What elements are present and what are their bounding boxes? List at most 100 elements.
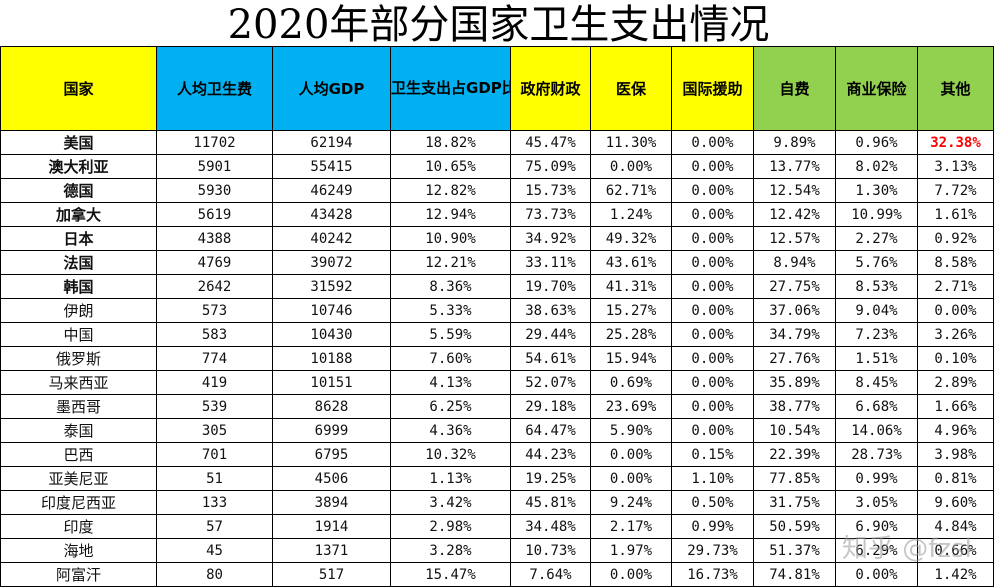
value-cell: 10.54% bbox=[753, 418, 836, 443]
value-cell: 45 bbox=[156, 538, 273, 563]
value-cell: 0.00% bbox=[835, 562, 918, 587]
value-cell: 8.36% bbox=[390, 274, 511, 299]
value-cell: 7.23% bbox=[835, 322, 918, 347]
header-per-capita-gdp: 人均GDP bbox=[272, 46, 391, 131]
value-cell: 41.31% bbox=[590, 274, 672, 299]
value-cell: 45.81% bbox=[510, 490, 591, 515]
value-cell: 4.13% bbox=[390, 370, 511, 395]
value-cell: 10188 bbox=[272, 346, 391, 371]
value-cell: 3.28% bbox=[390, 538, 511, 563]
table-row: 澳大利亚 5901 55415 10.65% 75.09% 0.00% 0.00% 13.77… bbox=[0, 154, 994, 179]
value-cell: 5930 bbox=[156, 178, 273, 203]
value-cell: 3.26% bbox=[917, 322, 994, 347]
value-cell: 64.47% bbox=[510, 418, 591, 443]
value-cell: 573 bbox=[156, 298, 273, 323]
value-cell: 583 bbox=[156, 322, 273, 347]
value-cell: 1.30% bbox=[835, 178, 918, 203]
value-cell: 6.68% bbox=[835, 394, 918, 419]
value-cell: 12.57% bbox=[753, 226, 836, 251]
value-cell: 73.73% bbox=[510, 202, 591, 227]
country-cell: 阿富汗 bbox=[0, 562, 157, 587]
table-row: 韩国 2642 31592 8.36% 19.70% 41.31% 0.00% 27.75% 8… bbox=[0, 274, 994, 299]
value-cell: 0.50% bbox=[671, 490, 754, 515]
value-cell: 1.42% bbox=[917, 562, 994, 587]
table-row: 伊朗 573 10746 5.33% 38.63% 15.27% 0.00% 37.06% 9.… bbox=[0, 298, 994, 323]
value-cell: 75.09% bbox=[510, 154, 591, 179]
value-cell: 0.00% bbox=[590, 154, 672, 179]
country-cell: 墨西哥 bbox=[0, 394, 157, 419]
table-row: 美国 11702 62194 18.82% 45.47% 11.30% 0.00% 9.89%… bbox=[0, 130, 994, 155]
value-cell: 32.38% bbox=[917, 130, 994, 155]
table-row: 泰国 305 6999 4.36% 64.47% 5.90% 0.00% 10.54% 14.0… bbox=[0, 418, 994, 443]
value-cell: 27.75% bbox=[753, 274, 836, 299]
value-cell: 6.29% bbox=[835, 538, 918, 563]
value-cell: 50.59% bbox=[753, 514, 836, 539]
value-cell: 51.37% bbox=[753, 538, 836, 563]
header-government: 政府财政 bbox=[510, 46, 591, 131]
value-cell: 27.76% bbox=[753, 346, 836, 371]
table-row: 中国 583 10430 5.59% 29.44% 25.28% 0.00% 34.79% 7.… bbox=[0, 322, 994, 347]
country-cell: 马来西亚 bbox=[0, 370, 157, 395]
value-cell: 3894 bbox=[272, 490, 391, 515]
value-cell: 10.32% bbox=[390, 442, 511, 467]
value-cell: 1.13% bbox=[390, 466, 511, 491]
header-per-capita-health: 人均卫生费 bbox=[156, 46, 273, 131]
value-cell: 19.70% bbox=[510, 274, 591, 299]
value-cell: 0.00% bbox=[590, 466, 672, 491]
value-cell: 7.64% bbox=[510, 562, 591, 587]
value-cell: 7.72% bbox=[917, 178, 994, 203]
country-cell: 海地 bbox=[0, 538, 157, 563]
value-cell: 12.42% bbox=[753, 202, 836, 227]
value-cell: 77.85% bbox=[753, 466, 836, 491]
value-cell: 31.75% bbox=[753, 490, 836, 515]
value-cell: 0.00% bbox=[671, 202, 754, 227]
value-cell: 10.73% bbox=[510, 538, 591, 563]
header-country: 国家 bbox=[0, 46, 157, 131]
country-cell: 亚美尼亚 bbox=[0, 466, 157, 491]
value-cell: 5.33% bbox=[390, 298, 511, 323]
value-cell: 34.79% bbox=[753, 322, 836, 347]
value-cell: 15.27% bbox=[590, 298, 672, 323]
value-cell: 43428 bbox=[272, 202, 391, 227]
value-cell: 10151 bbox=[272, 370, 391, 395]
value-cell: 54.61% bbox=[510, 346, 591, 371]
value-cell: 4.96% bbox=[917, 418, 994, 443]
value-cell: 4388 bbox=[156, 226, 273, 251]
value-cell: 0.00% bbox=[917, 298, 994, 323]
value-cell: 0.00% bbox=[671, 370, 754, 395]
table-row: 印度尼西亚 133 3894 3.42% 45.81% 9.24% 0.50% 31.75% 3… bbox=[0, 490, 994, 515]
value-cell: 10746 bbox=[272, 298, 391, 323]
country-cell: 德国 bbox=[0, 178, 157, 203]
country-cell: 美国 bbox=[0, 130, 157, 155]
value-cell: 1.51% bbox=[835, 346, 918, 371]
page-title: 2020年部分国家卫生支出情况 bbox=[227, 2, 770, 46]
value-cell: 39072 bbox=[272, 250, 391, 275]
value-cell: 8.02% bbox=[835, 154, 918, 179]
value-cell: 0.92% bbox=[917, 226, 994, 251]
value-cell: 10.90% bbox=[390, 226, 511, 251]
header-commercial-insurance: 商业保险 bbox=[835, 46, 918, 131]
value-cell: 517 bbox=[272, 562, 391, 587]
header-health-gdp-ratio: 卫生支出占GDP比 bbox=[390, 46, 511, 131]
country-cell: 伊朗 bbox=[0, 298, 157, 323]
value-cell: 2.89% bbox=[917, 370, 994, 395]
header-insurance: 医保 bbox=[590, 46, 672, 131]
value-cell: 6795 bbox=[272, 442, 391, 467]
table-row: 墨西哥 539 8628 6.25% 29.18% 23.69% 0.00% 38.77% 6.… bbox=[0, 394, 994, 419]
value-cell: 5.59% bbox=[390, 322, 511, 347]
value-cell: 5.90% bbox=[590, 418, 672, 443]
value-cell: 0.00% bbox=[671, 178, 754, 203]
value-cell: 0.69% bbox=[590, 370, 672, 395]
value-cell: 774 bbox=[156, 346, 273, 371]
value-cell: 8.58% bbox=[917, 250, 994, 275]
value-cell: 74.81% bbox=[753, 562, 836, 587]
value-cell: 28.73% bbox=[835, 442, 918, 467]
value-cell: 29.44% bbox=[510, 322, 591, 347]
country-cell: 澳大利亚 bbox=[0, 154, 157, 179]
value-cell: 0.00% bbox=[671, 322, 754, 347]
value-cell: 2.17% bbox=[590, 514, 672, 539]
value-cell: 51 bbox=[156, 466, 273, 491]
value-cell: 0.99% bbox=[835, 466, 918, 491]
country-cell: 加拿大 bbox=[0, 202, 157, 227]
value-cell: 37.06% bbox=[753, 298, 836, 323]
